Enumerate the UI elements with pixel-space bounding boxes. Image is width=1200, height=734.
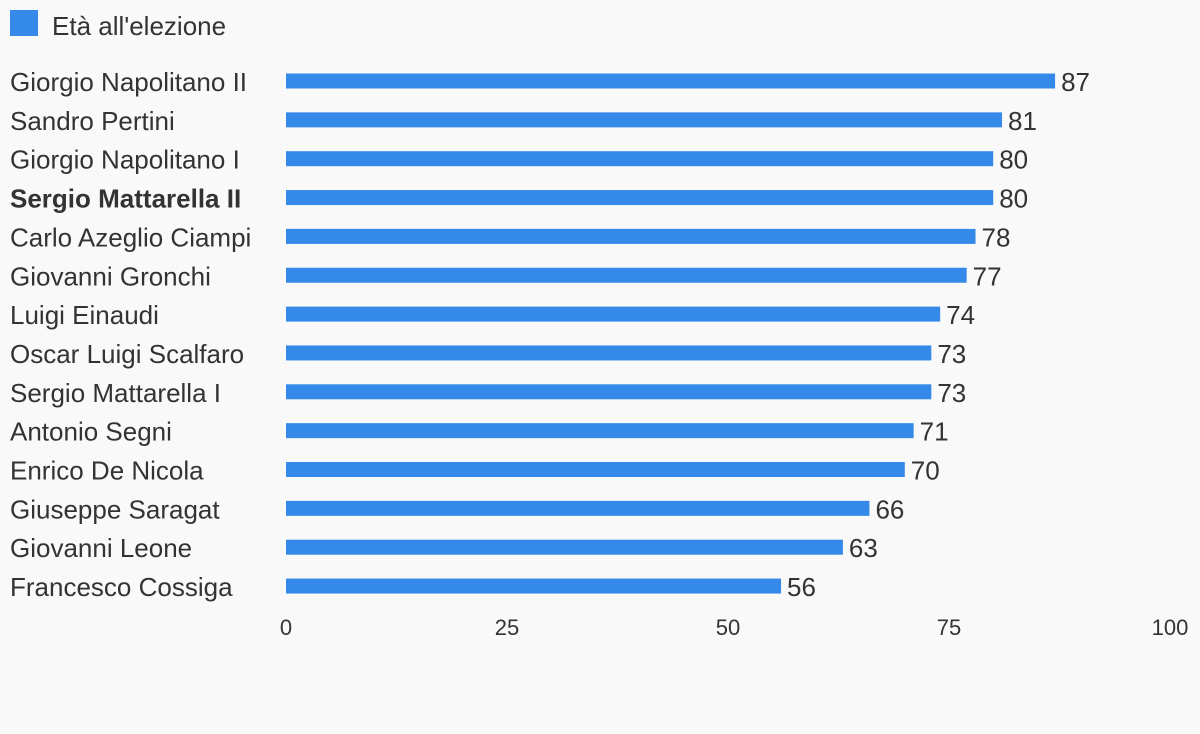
bar — [286, 151, 994, 167]
value-label: 73 — [937, 339, 966, 369]
x-tick-label: 75 — [937, 615, 961, 640]
category-label: Enrico De Nicola — [10, 456, 204, 486]
value-label: 71 — [920, 417, 949, 447]
value-label: 80 — [999, 184, 1028, 214]
bars — [286, 73, 1056, 594]
bar — [286, 345, 932, 361]
x-tick-label: 0 — [280, 615, 292, 640]
x-axis-ticks: 0 25 50 75 100 — [280, 615, 1188, 640]
category-label: Giovanni Gronchi — [10, 261, 211, 291]
bar — [286, 500, 870, 516]
value-label: 63 — [849, 533, 878, 563]
legend-label: Età all'elezione — [52, 11, 226, 41]
legend: Età all'elezione — [10, 10, 226, 41]
bar — [286, 190, 994, 206]
category-label: Antonio Segni — [10, 417, 172, 447]
value-label: 81 — [1008, 106, 1037, 136]
value-label: 70 — [911, 456, 940, 486]
category-label: Sergio Mattarella I — [10, 378, 221, 408]
bar — [286, 73, 1056, 89]
category-label: Luigi Einaudi — [10, 300, 159, 330]
value-label: 66 — [875, 494, 904, 524]
bar — [286, 539, 843, 555]
value-label: 80 — [999, 145, 1028, 175]
bar — [286, 462, 905, 477]
value-label: 77 — [973, 261, 1002, 291]
value-label: 73 — [937, 378, 966, 408]
bar — [286, 267, 967, 283]
value-label: 87 — [1061, 67, 1090, 97]
bar — [286, 112, 1003, 128]
category-label: Giorgio Napolitano I — [10, 145, 240, 175]
value-label: 78 — [982, 222, 1011, 252]
value-label: 74 — [946, 300, 975, 330]
bar — [286, 423, 914, 439]
x-tick-label: 25 — [495, 615, 519, 640]
bar — [286, 578, 782, 594]
category-label: Sergio Mattarella II — [10, 184, 241, 214]
x-tick-label: 100 — [1152, 615, 1189, 640]
value-label: 56 — [787, 572, 816, 602]
category-label: Francesco Cossiga — [10, 572, 233, 602]
category-label: Giorgio Napolitano II — [10, 67, 247, 97]
bar — [286, 306, 941, 322]
category-label: Sandro Pertini — [10, 106, 175, 136]
category-label: Giuseppe Saragat — [10, 494, 220, 524]
category-label: Oscar Luigi Scalfaro — [10, 339, 244, 369]
legend-swatch — [10, 10, 38, 36]
bar — [286, 228, 976, 244]
bar — [286, 384, 932, 400]
x-tick-label: 50 — [716, 615, 740, 640]
category-label: Carlo Azeglio Ciampi — [10, 222, 251, 252]
category-label: Giovanni Leone — [10, 533, 192, 563]
category-labels: Giorgio Napolitano II Sandro Pertini Giorg… — [10, 67, 251, 602]
